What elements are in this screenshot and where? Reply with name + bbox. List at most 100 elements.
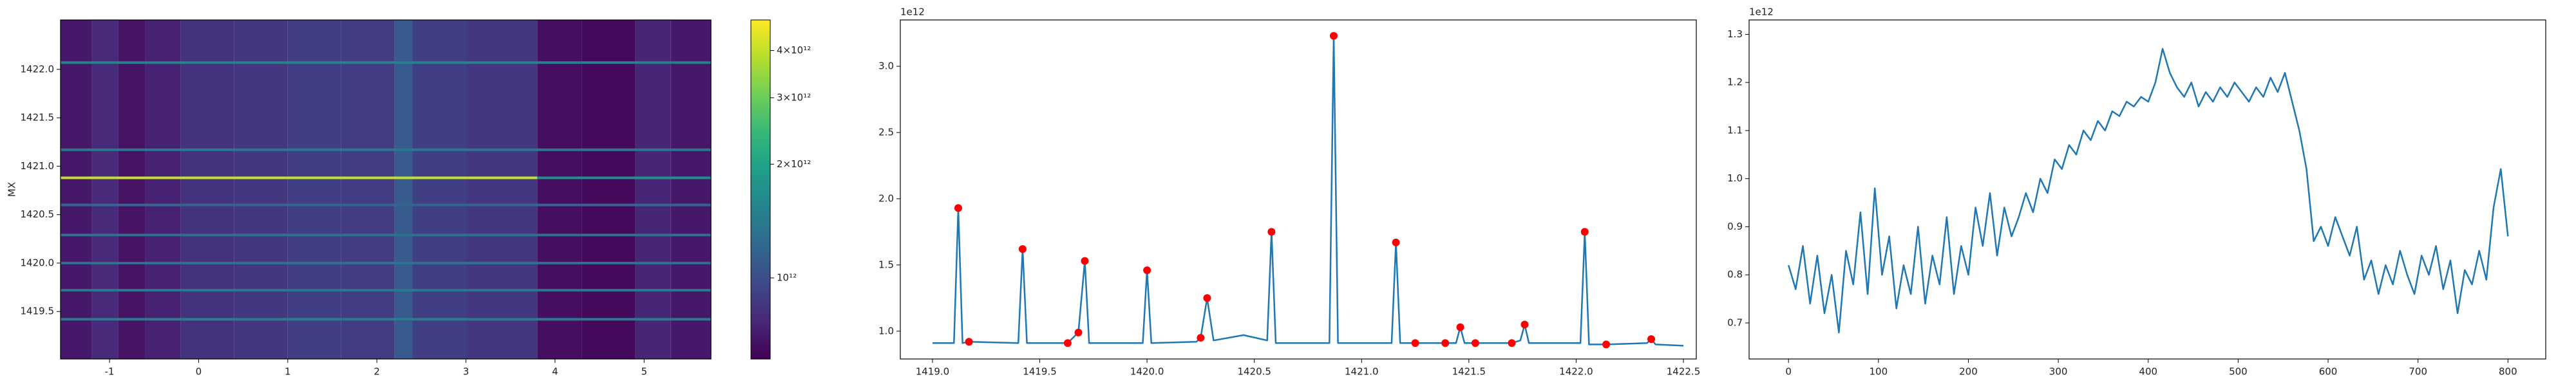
y-tick-label: 1420.0 (21, 257, 55, 268)
colorbar-cell (751, 152, 770, 156)
colorbar-cell (751, 59, 770, 63)
y-tick-label: 3.0 (878, 60, 894, 72)
heatmap-band (635, 20, 671, 359)
colorbar-cell (751, 130, 770, 134)
heatmap-band (412, 20, 466, 359)
peak-marker (1074, 328, 1083, 336)
colorbar-cell (751, 90, 770, 94)
y-offset-label: 1e12 (1749, 6, 1774, 18)
colorbar-cell (751, 342, 770, 345)
colorbar-cell (751, 68, 770, 71)
peak-marker (1018, 245, 1027, 253)
colorbar-cell (751, 181, 770, 185)
x-tick-label: 0 (1785, 366, 1792, 378)
x-tick-label: 5 (641, 366, 647, 378)
peak-marker (1441, 339, 1450, 347)
colorbar-cell (751, 317, 770, 320)
y-tick-label: 1.2 (1727, 77, 1743, 88)
x-tick-label: 800 (2499, 366, 2517, 378)
y-tick-label: 0.7 (1727, 317, 1743, 328)
colorbar-cell (751, 319, 770, 323)
heatmap-band (91, 20, 118, 359)
peak-marker (1456, 323, 1464, 331)
peak-marker (1063, 339, 1072, 347)
peak-marker (1508, 339, 1516, 347)
heatmap-band (180, 20, 234, 359)
colorbar-cell (751, 62, 770, 66)
colorbar-cell (751, 302, 770, 306)
x-tick-label: 1419.5 (1023, 366, 1057, 378)
colorbar-cell (751, 87, 770, 91)
y-tick-label: 1419.5 (21, 306, 55, 317)
colorbar-cell (751, 175, 770, 179)
x-tick-label: 700 (2409, 366, 2427, 378)
colorbar-cell (751, 167, 770, 170)
colorbar-cell (751, 262, 770, 266)
colorbar-cell (751, 331, 770, 335)
peak-marker (1143, 266, 1151, 275)
colorbar-cell (751, 23, 770, 26)
colorbar-cell (751, 155, 770, 159)
colorbar-tick-label: 3×10¹² (777, 91, 811, 103)
colorbar-cell (751, 297, 770, 300)
y-tick-label: 2.0 (878, 192, 894, 204)
colorbar-cell (751, 76, 770, 80)
colorbar-cell (751, 57, 770, 60)
peak-marker (1471, 339, 1479, 347)
colorbar-cell (751, 150, 770, 154)
heatmap-band (394, 20, 413, 359)
axes-frame (900, 19, 1697, 360)
colorbar-cell (751, 277, 770, 280)
colorbar-cell (751, 268, 770, 272)
peak-marker (1520, 320, 1529, 329)
heatmap-band (287, 20, 341, 359)
colorbar-cell (751, 110, 770, 114)
colorbar-cell (751, 39, 770, 43)
x-tick-label: 300 (2049, 366, 2068, 378)
x-tick-label: 1 (285, 366, 291, 378)
x-tick-label: 200 (1959, 366, 1978, 378)
y-tick-label: 1.0 (1727, 172, 1743, 184)
colorbar-cell (751, 141, 770, 145)
colorbar-cell (751, 172, 770, 176)
colorbar-cell (751, 246, 770, 250)
line-series (1788, 48, 2509, 334)
colorbar-cell (751, 347, 770, 351)
colorbar-cell (751, 144, 770, 148)
colorbar-cell (751, 243, 770, 246)
x-tick-label: 1422.0 (1559, 366, 1593, 378)
colorbar-cell (751, 79, 770, 83)
heatmap-line (61, 289, 711, 292)
y-tick-label: 1.5 (878, 259, 894, 270)
colorbar-cell (751, 163, 770, 167)
colorbar-cell (751, 107, 770, 111)
x-tick-label: 3 (463, 366, 469, 378)
peak-marker (1411, 339, 1419, 347)
colorbar-cell (751, 223, 770, 227)
y-tick-label: 1.3 (1727, 28, 1743, 40)
axes-frame (60, 19, 712, 360)
colorbar-cell (751, 291, 770, 295)
colorbar-cell (751, 220, 770, 224)
heatmap-band (61, 20, 92, 359)
colorbar-cell (751, 33, 770, 37)
colorbar-cell (751, 192, 770, 196)
heatmap-line (61, 261, 711, 264)
colorbar-cell (751, 127, 770, 131)
colorbar-cell (751, 178, 770, 181)
colorbar-cell (751, 336, 770, 340)
colorbar-cell (751, 187, 770, 190)
colorbar-cell (751, 257, 770, 261)
peak-marker (965, 338, 973, 346)
x-tick-label: 1420.0 (1130, 366, 1164, 378)
colorbar-tick-label: 10¹² (777, 271, 797, 283)
colorbar-cell (751, 240, 770, 244)
colorbar-cell (751, 31, 770, 35)
colorbar-cell (751, 133, 770, 136)
x-tick-label: 400 (2139, 366, 2157, 378)
colorbar-cell (751, 71, 770, 75)
heatmap-image (61, 20, 711, 359)
y-offset-label: 1e12 (900, 6, 925, 18)
y-tick-label: 1.1 (1727, 124, 1743, 136)
